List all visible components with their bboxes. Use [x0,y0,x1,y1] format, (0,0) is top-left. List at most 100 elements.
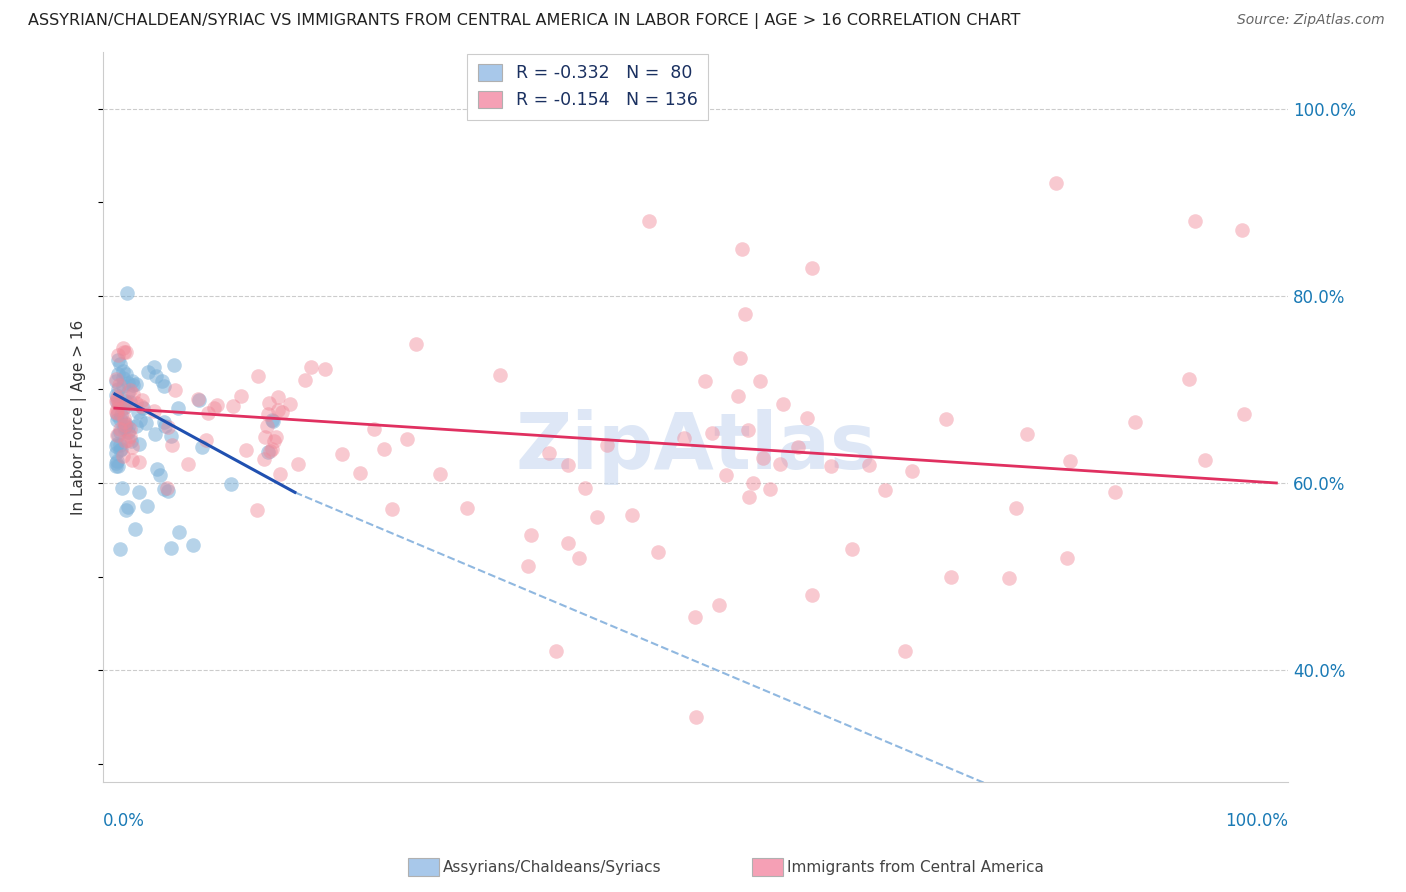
Point [800,260,823,275]
Point [112,410,135,425]
Point [142,360,165,375]
Point [121,440,143,454]
Point [146,462,169,476]
Point [262,414,284,428]
Point [110,442,132,456]
Text: 0.0%: 0.0% [103,812,145,830]
Point [107,428,129,442]
Point [841,541,863,556]
Point [114,345,136,359]
Point [117,385,139,400]
Text: Assyrians/Chaldeans/Syriacs: Assyrians/Chaldeans/Syriacs [443,860,661,874]
Point [557,458,579,472]
Point [685,710,707,724]
Point [104,405,127,419]
Y-axis label: In Labor Force | Age > 16: In Labor Force | Age > 16 [72,320,87,515]
Point [537,446,560,460]
Point [149,468,172,483]
Point [166,401,188,416]
Point [153,482,176,496]
Point [131,393,153,408]
Point [673,431,696,445]
Point [270,405,292,419]
Point [456,500,478,515]
Point [235,443,257,458]
Point [128,485,150,500]
Point [1005,501,1028,516]
Point [1230,223,1253,237]
Point [1233,407,1256,421]
Point [247,369,270,384]
Point [155,419,177,434]
Point [117,285,139,300]
Point [737,423,759,437]
Point [246,503,269,517]
Point [1045,177,1067,191]
Text: Source: ZipAtlas.com: Source: ZipAtlas.com [1237,13,1385,28]
Point [596,437,619,451]
Point [685,609,707,624]
Point [118,429,141,443]
Point [489,368,512,382]
Point [104,456,127,470]
Point [205,398,228,412]
Point [187,392,209,407]
Point [647,544,669,558]
Point [1056,550,1078,565]
Point [118,394,141,409]
Point [112,449,135,463]
Point [107,352,129,367]
Point [160,438,183,452]
Point [163,383,186,397]
Point [125,396,148,410]
Point [267,403,290,417]
Point [187,392,209,407]
Point [124,522,146,536]
Point [167,525,190,540]
Point [160,428,183,442]
Point [191,440,214,454]
Point [429,467,451,481]
Point [105,390,128,404]
Point [748,374,770,388]
Point [108,438,131,452]
Point [263,434,285,448]
Point [202,401,225,416]
Point [259,396,281,410]
Point [142,404,165,418]
Point [104,446,127,460]
Point [145,427,167,442]
Point [222,400,245,414]
Point [112,415,135,429]
Point [939,569,962,583]
Legend: R = -0.332   N =  80, R = -0.154   N = 136: R = -0.332 N = 80, R = -0.154 N = 136 [467,54,709,120]
Point [136,499,159,513]
Point [111,364,134,378]
Point [156,484,179,499]
Point [786,440,808,454]
Point [108,425,131,439]
Point [122,378,145,392]
Point [707,598,730,612]
Point [1178,372,1201,386]
Point [257,407,280,421]
Point [105,405,128,419]
Point [111,379,134,393]
Point [117,396,139,410]
Point [405,337,427,351]
Point [110,409,132,423]
Point [127,405,149,419]
Point [177,457,200,471]
Point [742,476,765,491]
Text: ASSYRIAN/CHALDEAN/SYRIAC VS IMMIGRANTS FROM CENTRAL AMERICA IN LABOR FORCE | AGE: ASSYRIAN/CHALDEAN/SYRIAC VS IMMIGRANTS F… [28,13,1021,29]
Point [121,374,143,388]
Point [638,214,661,228]
Point [105,458,128,473]
Point [156,481,179,495]
Point [132,401,155,415]
Point [136,365,159,379]
Point [893,644,915,658]
Point [219,476,242,491]
Point [259,443,281,458]
Point [125,377,148,392]
